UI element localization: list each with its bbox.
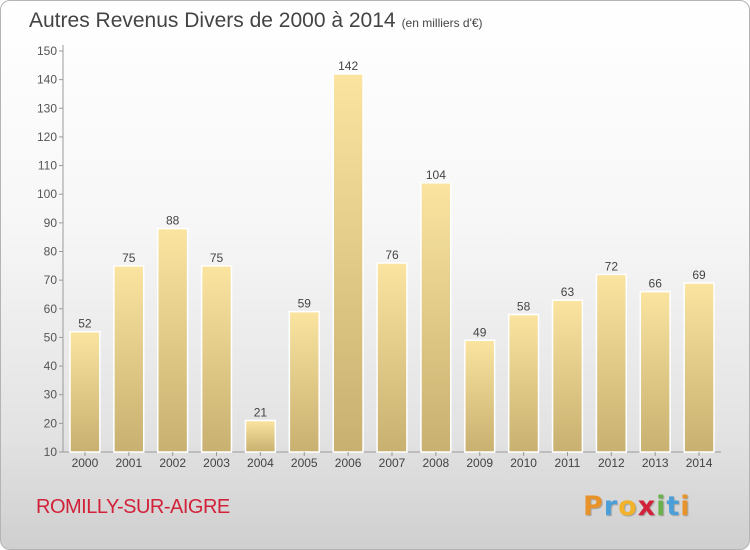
x-tick-label: 2005 — [291, 456, 318, 470]
x-tick-label: 2014 — [686, 456, 713, 470]
logo-letter: t — [666, 491, 681, 522]
bar-value-label: 66 — [649, 277, 663, 291]
bar — [113, 265, 145, 453]
logo-letter: r — [603, 491, 619, 522]
bar — [420, 182, 452, 453]
logo-letter: i — [656, 491, 667, 522]
bar — [683, 282, 715, 453]
bar-value-label: 21 — [254, 405, 268, 419]
y-tick-label: 130 — [37, 101, 57, 115]
bar — [464, 339, 496, 453]
x-tick-label: 2007 — [379, 456, 406, 470]
x-tick-label: 2000 — [72, 456, 99, 470]
x-tick-label: 2002 — [159, 456, 186, 470]
bar — [507, 313, 540, 453]
x-tick-label: 2001 — [115, 456, 142, 470]
bar-value-label: 104 — [426, 168, 446, 182]
y-tick-label: 40 — [44, 359, 58, 373]
y-tick-label: 10 — [44, 445, 58, 459]
bar — [639, 290, 671, 453]
bar — [244, 419, 277, 453]
x-tick-label: 2013 — [642, 456, 669, 470]
y-tick-label: 150 — [37, 44, 57, 58]
bar-value-label: 88 — [166, 214, 180, 228]
y-tick-label: 140 — [37, 73, 57, 87]
bar-value-label: 75 — [122, 251, 136, 265]
y-tick-label: 70 — [44, 273, 58, 287]
x-tick-label: 2009 — [466, 456, 493, 470]
bar — [69, 330, 101, 453]
plot-area: 10 20 30 40 50 60 70 80 90 100 110 120 130 140 150 52 20… — [37, 44, 721, 470]
y-tick-label: 110 — [38, 159, 57, 173]
y-tick-label: 90 — [44, 216, 58, 230]
bar-value-label: 76 — [385, 248, 399, 262]
y-tick-label: 100 — [37, 187, 57, 201]
city-name: ROMILLY-SUR-AIGRE — [36, 496, 230, 518]
y-tick-label: 60 — [44, 302, 58, 316]
bar — [200, 265, 233, 453]
chart-title: Autres Revenus Divers de 2000 à 2014 (en … — [29, 9, 483, 33]
x-tick-label: 2010 — [510, 456, 537, 470]
logo-letter: i — [680, 491, 691, 522]
bar-value-label: 52 — [78, 317, 92, 331]
bar-value-label: 49 — [473, 325, 487, 339]
x-tick-label: 2006 — [335, 456, 362, 470]
bar-value-label: 63 — [561, 285, 575, 299]
x-tick-label: 2004 — [247, 456, 274, 470]
x-tick-label: 2008 — [423, 456, 450, 470]
y-tick-label: 80 — [44, 245, 58, 259]
y-tick-label: 20 — [44, 416, 58, 430]
title-text: Autres Revenus Divers de 2000 à 2014 — [29, 9, 396, 32]
proxiti-logo: Proxiti — [583, 491, 691, 522]
chart-subtitle: (en milliers d'€) — [401, 16, 483, 30]
y-tick-label: 50 — [44, 330, 58, 344]
bar — [157, 227, 189, 453]
logo-letter: x — [637, 491, 657, 522]
logo-letter: o — [618, 491, 638, 522]
bar-value-label: 75 — [210, 251, 224, 265]
y-tick-label: 120 — [37, 130, 57, 144]
bar — [551, 299, 584, 453]
bar-value-label: 72 — [605, 259, 619, 273]
bar — [595, 273, 627, 453]
bar-value-label: 59 — [298, 297, 312, 311]
x-tick-label: 2012 — [598, 456, 625, 470]
x-tick-label: 2011 — [555, 456, 581, 470]
bar-value-label: 58 — [517, 300, 531, 314]
y-tick-label: 30 — [44, 388, 58, 402]
bar-value-label: 142 — [338, 59, 358, 73]
bar — [376, 262, 408, 453]
logo-letter: P — [583, 491, 604, 522]
bar-value-label: 69 — [692, 268, 706, 282]
x-tick-label: 2003 — [203, 456, 230, 470]
bar — [332, 73, 364, 453]
bar — [288, 310, 320, 453]
